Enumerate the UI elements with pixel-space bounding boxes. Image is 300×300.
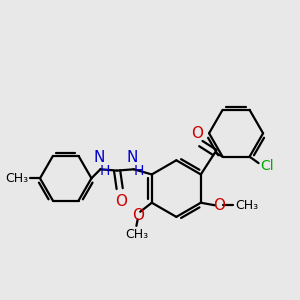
Text: O: O xyxy=(132,208,144,223)
Text: N: N xyxy=(127,150,138,165)
Text: H: H xyxy=(133,164,144,178)
Text: H: H xyxy=(100,164,110,178)
Text: O: O xyxy=(213,198,225,213)
Text: CH₃: CH₃ xyxy=(236,199,259,212)
Text: O: O xyxy=(191,126,203,141)
Text: N: N xyxy=(93,150,105,165)
Text: CH₃: CH₃ xyxy=(125,229,148,242)
Text: CH₃: CH₃ xyxy=(5,172,28,185)
Text: O: O xyxy=(115,194,127,209)
Text: Cl: Cl xyxy=(260,159,274,173)
